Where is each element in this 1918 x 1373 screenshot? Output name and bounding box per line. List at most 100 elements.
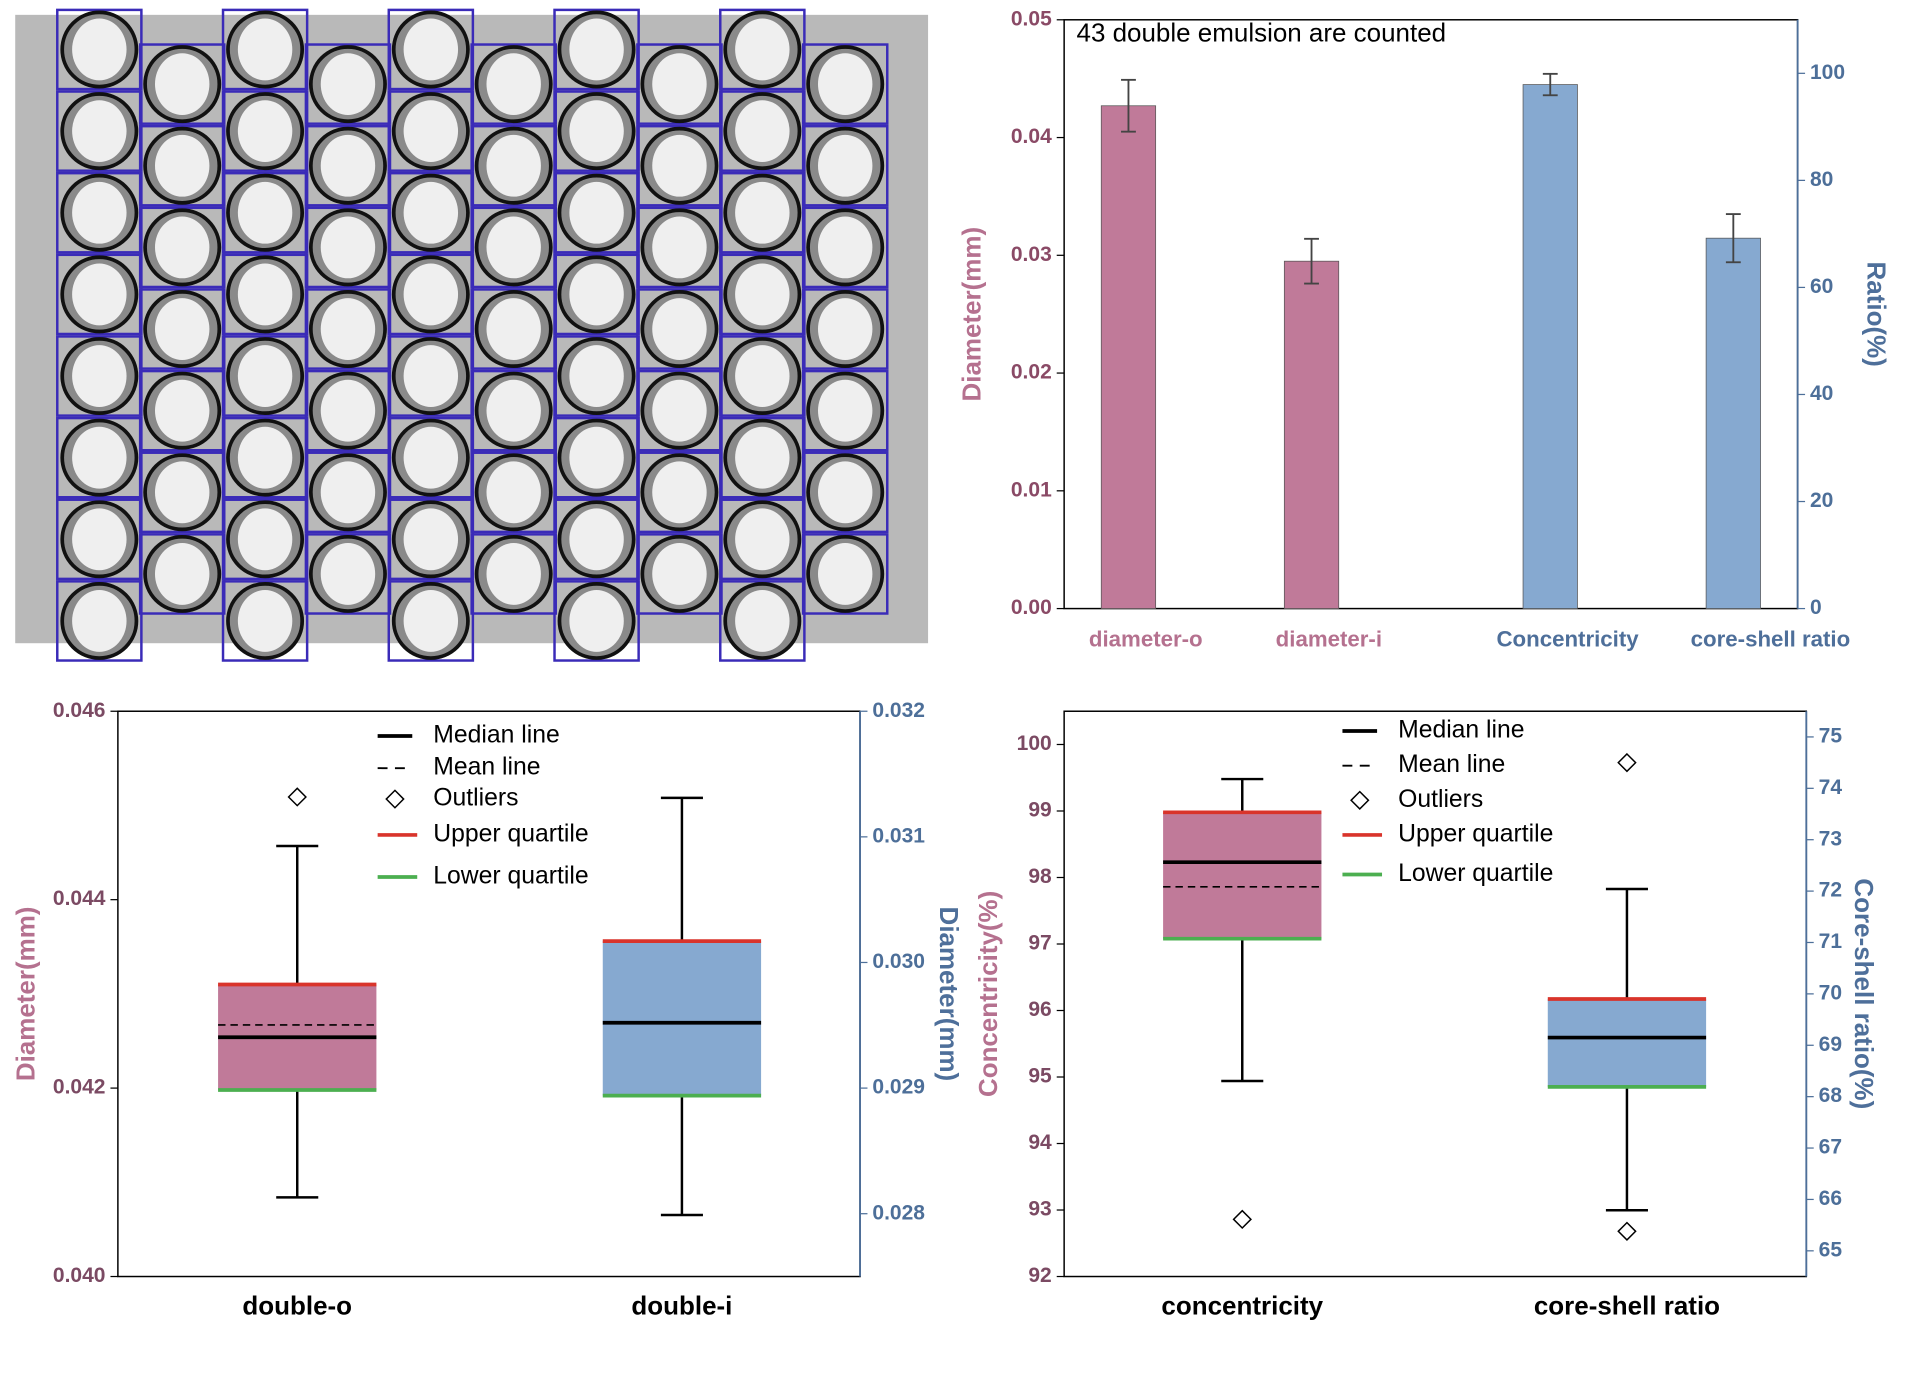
y2-tick-label: 74 bbox=[1819, 776, 1843, 799]
droplet-core bbox=[817, 543, 873, 605]
chart: 0.040 0.042 0.044 0.046 0.028 0.029 0.030 0.031… bbox=[10, 699, 963, 1321]
x-tick-label: Concentricity bbox=[1496, 627, 1639, 652]
y-tick-label: 92 bbox=[1028, 1264, 1051, 1287]
droplet-core bbox=[486, 461, 541, 524]
bar bbox=[1522, 84, 1578, 609]
legend-symbol bbox=[1350, 790, 1370, 811]
droplet-box bbox=[801, 288, 889, 370]
droplet-core bbox=[735, 100, 790, 163]
droplet-core bbox=[403, 590, 459, 652]
droplet-core bbox=[237, 181, 293, 244]
droplet-core bbox=[403, 100, 459, 163]
droplet-box bbox=[801, 206, 889, 289]
droplet-core bbox=[154, 134, 210, 197]
droplet-box bbox=[801, 369, 889, 452]
y2-tick-label: 68 bbox=[1819, 1084, 1843, 1107]
droplet-box bbox=[719, 580, 806, 662]
droplet-core bbox=[320, 53, 376, 116]
y2-axis-label: Ratio(%) bbox=[1861, 262, 1891, 367]
y2-axis-label: Core-shell ratio(%) bbox=[1849, 878, 1879, 1109]
droplet-core bbox=[320, 461, 376, 524]
droplet-core bbox=[237, 590, 293, 652]
droplet-core bbox=[403, 181, 459, 244]
droplet-core bbox=[486, 543, 541, 605]
y-axis-label: Concentricity(%) bbox=[973, 891, 1003, 1097]
droplet-box bbox=[801, 451, 889, 534]
droplet-core bbox=[569, 345, 624, 407]
droplet-core bbox=[569, 18, 624, 81]
legend-label: Median line bbox=[1398, 717, 1524, 744]
droplet-core bbox=[735, 263, 790, 326]
y2-tick-label: 73 bbox=[1819, 827, 1842, 850]
box bbox=[1163, 812, 1322, 939]
droplet-box bbox=[221, 498, 309, 581]
y-tick-label: 100 bbox=[1017, 732, 1052, 755]
droplet-core bbox=[72, 426, 127, 489]
y2-tick-label: 60 bbox=[1810, 275, 1833, 298]
y2-tick-label: 75 bbox=[1819, 724, 1843, 747]
y2-tick-label: 0.032 bbox=[872, 699, 925, 722]
y-tick-label: 0.00 bbox=[1011, 596, 1052, 619]
legend-label: Outliers bbox=[1398, 786, 1483, 813]
droplet-core bbox=[403, 426, 459, 489]
droplet-core bbox=[72, 508, 127, 571]
outlier bbox=[287, 787, 307, 807]
droplet-core bbox=[154, 379, 210, 442]
y-tick-label: 0.05 bbox=[1011, 7, 1052, 30]
droplet-core bbox=[735, 590, 790, 652]
y2-tick-label: 100 bbox=[1810, 61, 1845, 84]
droplet-box bbox=[221, 8, 309, 91]
y2-tick-label: 20 bbox=[1810, 489, 1833, 512]
droplet-core bbox=[154, 216, 210, 279]
bar bbox=[1100, 105, 1157, 609]
droplet-core bbox=[735, 181, 790, 244]
droplet-box bbox=[221, 335, 309, 417]
legend-label: Median line bbox=[433, 722, 559, 749]
y2-tick-label: 71 bbox=[1819, 930, 1843, 953]
droplet-core bbox=[569, 508, 624, 571]
droplet-core bbox=[154, 461, 210, 524]
legend-label: Lower quartile bbox=[1398, 860, 1553, 887]
droplet-core bbox=[320, 298, 376, 360]
droplet-core bbox=[486, 53, 541, 116]
y2-tick-label: 67 bbox=[1819, 1136, 1842, 1159]
droplet-core bbox=[652, 379, 707, 442]
droplet-core bbox=[652, 461, 707, 524]
droplet-core bbox=[735, 426, 790, 489]
y-tick-label: 99 bbox=[1028, 799, 1051, 822]
outlier bbox=[1232, 1209, 1252, 1230]
droplet-core bbox=[652, 134, 707, 197]
droplet-core bbox=[72, 18, 127, 81]
droplet-core bbox=[237, 100, 293, 163]
droplet-box bbox=[801, 124, 889, 207]
droplet-core bbox=[403, 345, 459, 407]
bar bbox=[1705, 237, 1761, 609]
plot-frame bbox=[1063, 19, 1799, 610]
y-axis-label: Diameter(mm) bbox=[957, 227, 987, 402]
y-tick-label: 0.02 bbox=[1011, 361, 1052, 384]
droplet-core bbox=[817, 216, 873, 279]
y-tick-label: 0.01 bbox=[1011, 478, 1052, 501]
y2-tick-label: 40 bbox=[1810, 382, 1833, 405]
droplet-core bbox=[735, 345, 790, 407]
legend-symbol bbox=[385, 789, 405, 809]
droplet-core bbox=[569, 263, 624, 326]
droplet-box bbox=[553, 580, 640, 662]
droplet-box bbox=[221, 90, 309, 172]
droplet-box bbox=[56, 580, 143, 662]
chart: 92 93 94 95 96 97 98 99 100 65 66 67 68 69 70 71 72 73 74 7… bbox=[973, 710, 1879, 1320]
droplet-core bbox=[320, 379, 376, 442]
y2-tick-label: 0 bbox=[1810, 596, 1822, 619]
y2-tick-label: 65 bbox=[1819, 1238, 1843, 1261]
y-tick-label: 95 bbox=[1028, 1065, 1052, 1088]
droplet-core bbox=[154, 543, 210, 605]
droplet-core bbox=[817, 461, 873, 524]
box bbox=[1547, 999, 1707, 1087]
droplet-box bbox=[221, 253, 309, 336]
annotation: 43 double emulsion are counted bbox=[1077, 17, 1447, 47]
droplet-core bbox=[154, 298, 210, 360]
droplet-core bbox=[72, 263, 127, 326]
droplet-core bbox=[817, 53, 873, 116]
